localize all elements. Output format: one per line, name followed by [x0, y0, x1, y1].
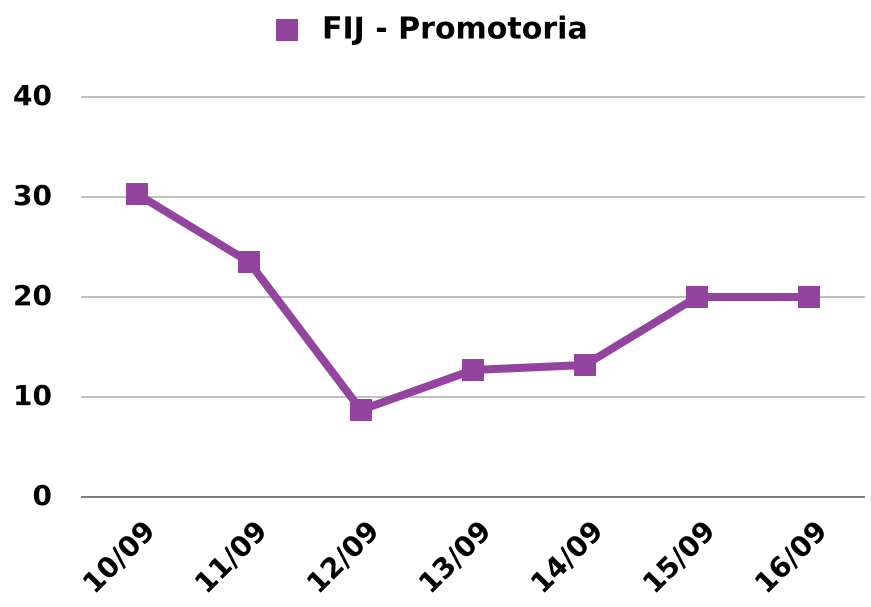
legend-marker: [276, 19, 298, 41]
y-tick-label: 10: [13, 379, 52, 412]
data-point: [574, 354, 596, 376]
y-tick-label: 40: [13, 79, 52, 112]
x-tick-label: 16/09: [748, 514, 834, 600]
data-point: [350, 399, 372, 421]
y-tick-label: 20: [13, 279, 52, 312]
x-tick-label: 13/09: [412, 514, 498, 600]
x-tick-label: 12/09: [300, 514, 386, 600]
y-tick-label: 0: [33, 479, 52, 512]
data-point: [238, 251, 260, 273]
legend-label: FIJ - Promotoria: [322, 12, 588, 47]
data-point: [462, 359, 484, 381]
y-tick-label: 30: [13, 179, 52, 212]
data-point: [798, 286, 820, 308]
data-point: [686, 286, 708, 308]
x-tick-label: 10/09: [76, 514, 162, 600]
x-tick-label: 14/09: [524, 514, 610, 600]
x-tick-label: 15/09: [636, 514, 722, 600]
data-point: [126, 183, 148, 205]
x-tick-label: 11/09: [188, 514, 274, 600]
